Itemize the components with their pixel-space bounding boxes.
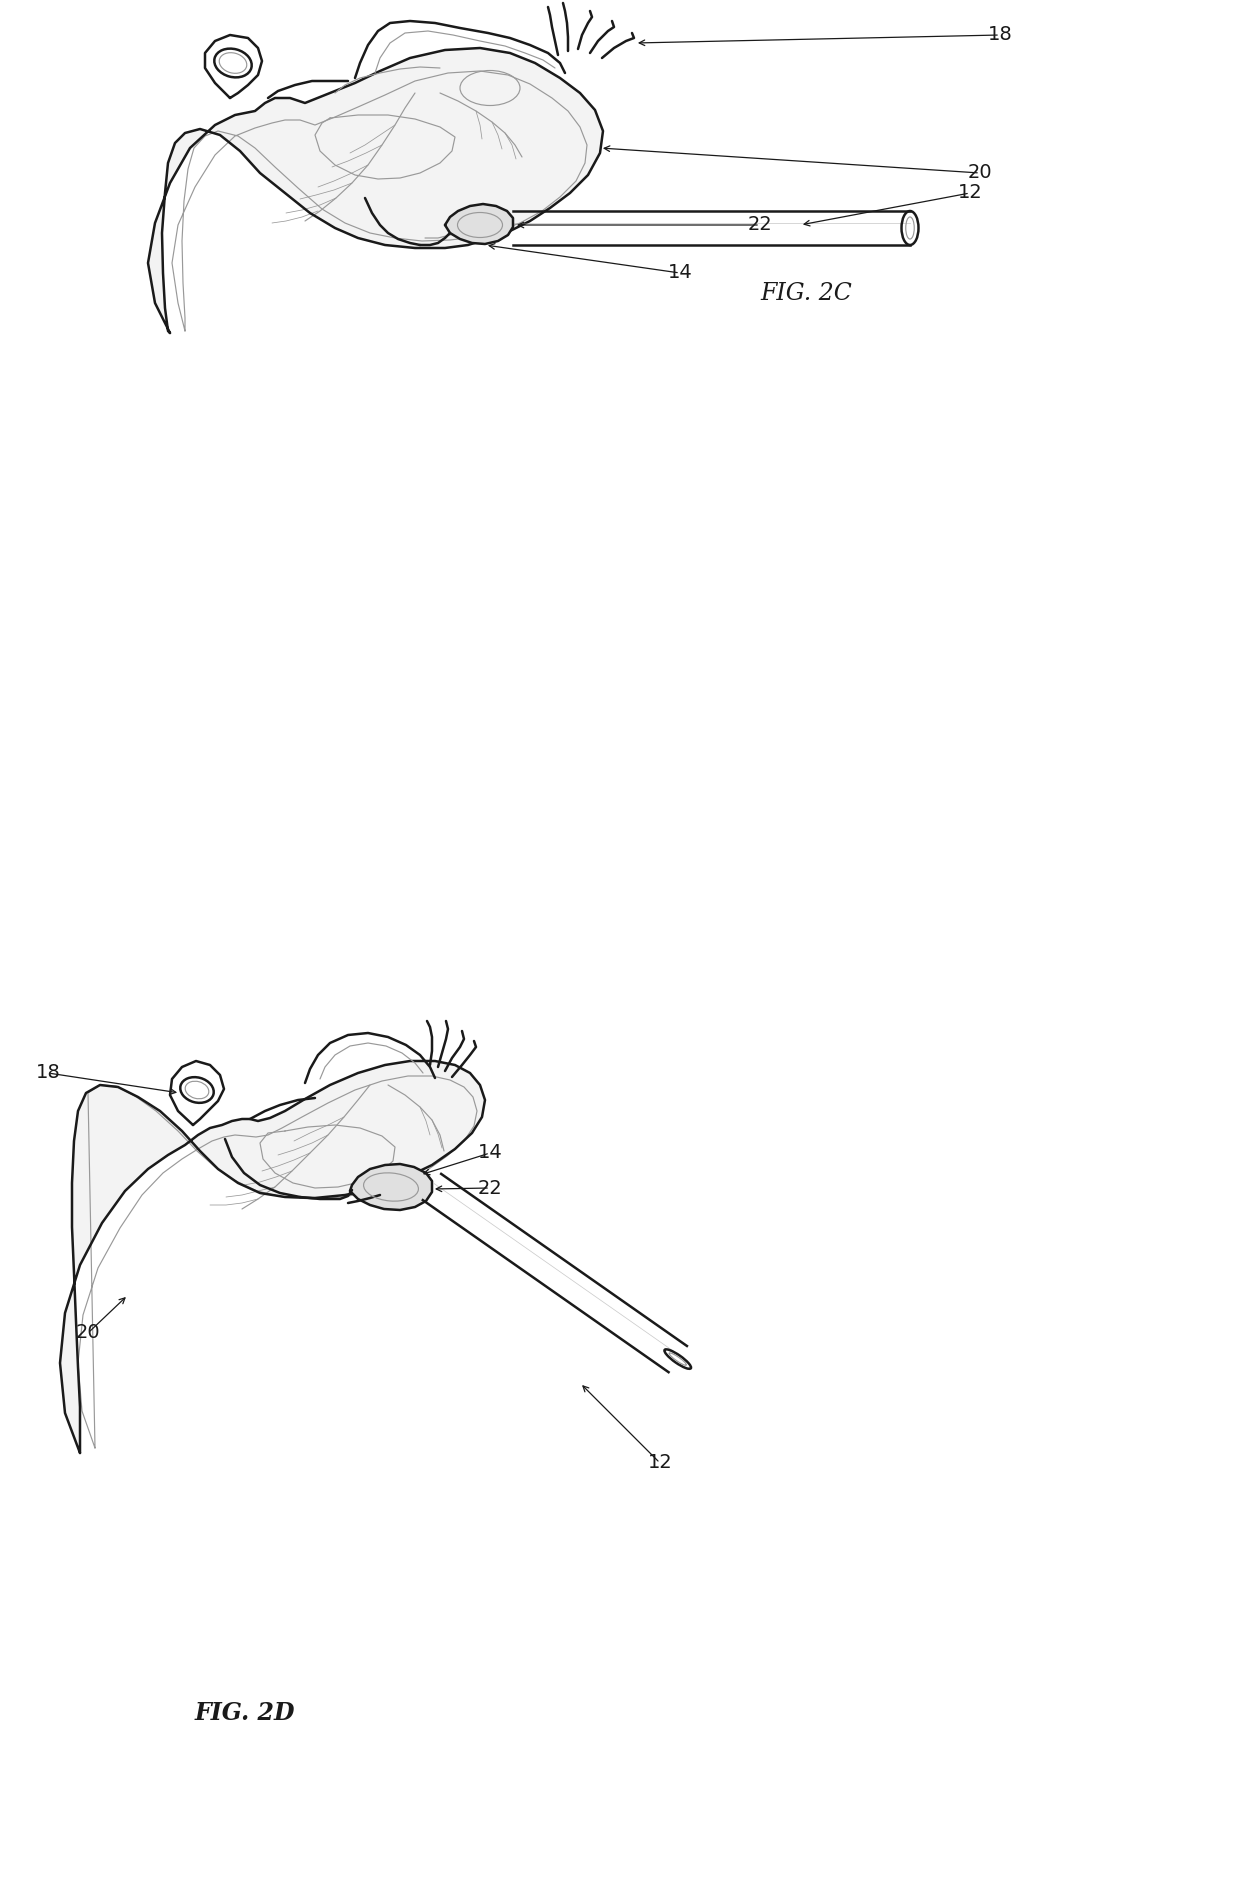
Polygon shape [60,1060,485,1454]
Text: 18: 18 [36,1064,61,1083]
Text: 22: 22 [477,1179,502,1198]
Text: 12: 12 [957,184,982,203]
Text: FIG. 2D: FIG. 2D [195,1702,295,1725]
Text: 20: 20 [967,163,992,182]
Text: 18: 18 [987,25,1012,45]
Text: 22: 22 [748,216,773,235]
Polygon shape [148,47,603,333]
Text: FIG. 2C: FIG. 2C [760,282,852,305]
Text: 14: 14 [477,1143,502,1162]
Polygon shape [350,1164,432,1210]
Text: 14: 14 [667,263,692,282]
Text: 20: 20 [76,1323,100,1342]
Text: 12: 12 [647,1454,672,1473]
Polygon shape [445,204,513,244]
